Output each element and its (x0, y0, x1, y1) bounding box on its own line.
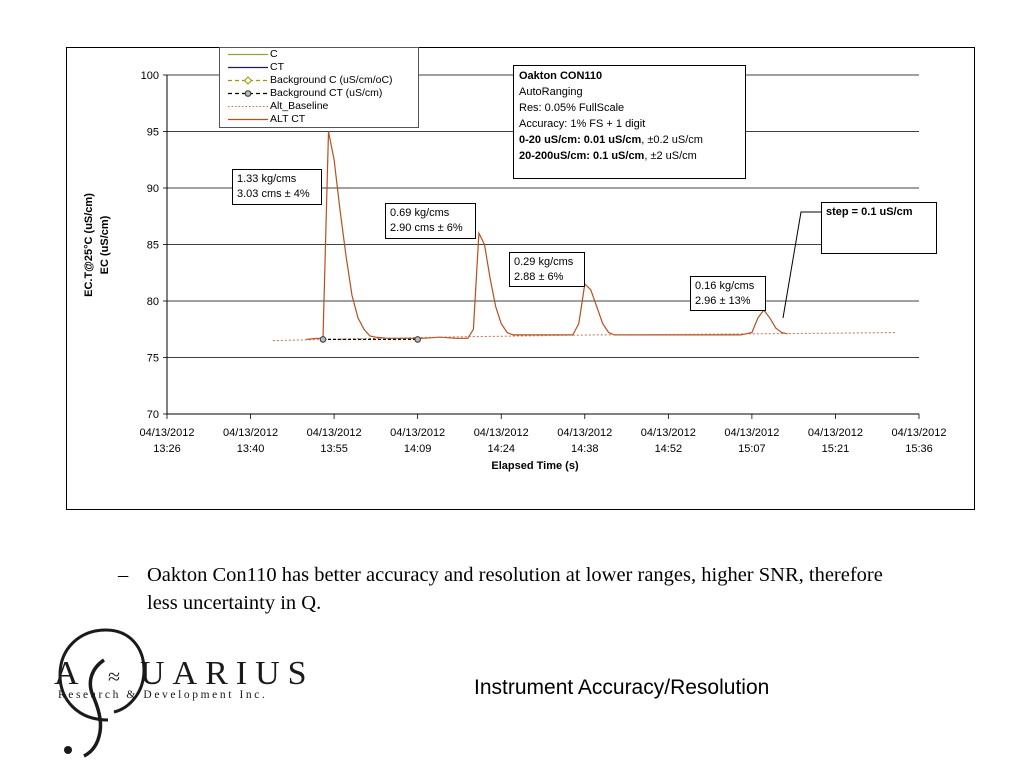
legend-label: Background C (uS/cm/oC) (270, 74, 393, 86)
x-axis-label: Elapsed Time (s) (491, 460, 579, 472)
logo-subtitle: Research & Development Inc. (58, 689, 267, 701)
aquarius-logo: A UARIUS Research & Development Inc. ≈ (54, 628, 315, 758)
info-box-range-high-rest: , ±2 uS/cm (644, 150, 697, 162)
series-alt-baseline (272, 332, 897, 342)
x-tick-label-time: 14:09 (404, 443, 432, 455)
x-tick-label-date: 04/13/2012 (641, 427, 696, 439)
logo-waves-icon: ≈ (108, 664, 120, 689)
step-annotation-connector (782, 211, 821, 319)
logo-letters: UARIUS (140, 655, 315, 692)
legend-symbol (228, 76, 268, 85)
bullet-dash: – (118, 564, 129, 586)
x-tick-label-date: 04/13/2012 (474, 427, 529, 439)
step-annotation-text: step = 0.1 uS/cm (826, 206, 913, 218)
bullet-body: Oakton Con110 has better accuracy and re… (147, 564, 883, 614)
x-tick-label-time: 14:52 (655, 443, 683, 455)
x-tick-label-time: 13:55 (320, 443, 348, 455)
peak-annotation-3-line-1: 0.29 kg/cms (514, 256, 574, 268)
peak-annotation-4-line-2: 2.96 ± 13% (695, 295, 751, 307)
peak-annotation-1-line-1: 1.33 kg/cms (237, 173, 297, 185)
peak-annotation-3: 0.29 kg/cms 2.88 ± 6% (509, 252, 585, 287)
x-tick-label-time: 13:40 (237, 443, 265, 455)
chart-plot: 70 75 80 85 90 95 100 04/13/2012 13:26 04/13/2012… (83, 70, 947, 472)
legend-symbol (228, 106, 268, 107)
y-tick-label: 75 (147, 353, 159, 365)
info-box-range-low-bold: 0-20 uS/cm: 0.01 uS/cm (519, 134, 642, 146)
x-tick-label-time: 15:21 (822, 443, 850, 455)
legend-entry: Background CT (uS/cm) (220, 87, 418, 100)
logo-letter-a: A (54, 655, 79, 692)
x-tick-label-time: 15:07 (738, 443, 766, 455)
chart-legend: C CT Background C (uS/cm/oC) Background CT … (219, 47, 419, 128)
peak-annotation-4: 0.16 kg/cms 2.96 ± 13% (690, 276, 766, 311)
legend-label: CT (270, 61, 284, 73)
peak-annotation-2-line-1: 0.69 kg/cms (390, 207, 450, 219)
y-tick-label: 70 (147, 409, 159, 421)
instrument-info-box: Oakton CON110 AutoRanging Res: 0.05% Ful… (513, 65, 746, 179)
info-box-range-low: 0-20 uS/cm: 0.01 uS/cm, ±0.2 uS/cm (519, 132, 740, 148)
y-axis-label: EC (uS/cm) (99, 215, 111, 274)
info-box-line-accuracy: Accuracy: 1% FS + 1 digit (519, 118, 646, 130)
peak-annotation-2: 0.69 kg/cms 2.90 cms ± 6% (385, 203, 476, 239)
info-box-range-high-bold: 20-200uS/cm: 0.1 uS/cm (519, 150, 645, 162)
x-tick-label-date: 04/13/2012 (390, 427, 445, 439)
chart-frame (66, 47, 975, 510)
peak-annotation-4-line-1: 0.16 kg/cms (695, 280, 755, 292)
y-axis-label: EC.T@25°C (uS/cm) (83, 193, 95, 297)
legend-entry: CT (220, 61, 418, 74)
info-box-range-high: 20-200uS/cm: 0.1 uS/cm, ±2 uS/cm (519, 148, 740, 164)
peak-annotation-3-line-2: 2.88 ± 6% (514, 271, 564, 283)
x-tick-label-date: 04/13/2012 (557, 427, 612, 439)
info-box-range-low-rest: , ±0.2 uS/cm (641, 134, 703, 146)
info-box-title: Oakton CON110 (519, 70, 603, 82)
x-tick-label-time: 14:38 (571, 443, 599, 455)
y-tick-label: 90 (147, 183, 159, 195)
x-tick-label-time: 15:36 (905, 443, 933, 455)
legend-symbol (228, 118, 268, 121)
legend-entry: Background C (uS/cm/oC) (220, 74, 418, 87)
legend-label: ALT CT (270, 113, 306, 125)
y-tick-label: 100 (141, 70, 159, 82)
legend-label: Alt_Baseline (270, 100, 329, 112)
slide-title: Instrument Accuracy/Resolution (474, 676, 770, 699)
bullet-point: – Oakton Con110 has better accuracy and … (118, 561, 918, 617)
x-tick-label-date: 04/13/2012 (139, 427, 194, 439)
info-box-line-autoranging: AutoRanging (519, 86, 583, 98)
x-tick-label-date: 04/13/2012 (223, 427, 278, 439)
y-tick-label: 80 (147, 296, 159, 308)
y-tick-label: 95 (147, 127, 159, 139)
x-tick-label-date: 04/13/2012 (307, 427, 362, 439)
info-box-line-resolution: Res: 0.05% FullScale (519, 102, 625, 114)
peak-annotation-2-line-2: 2.90 cms ± 6% (390, 222, 463, 234)
x-tick-label-date: 04/13/2012 (891, 427, 946, 439)
legend-label: C (270, 48, 278, 60)
legend-entry: C (220, 48, 418, 61)
legend-symbol (228, 90, 268, 97)
peak-annotation-1: 1.33 kg/cms 3.03 cms ± 4% (232, 169, 322, 205)
legend-entry: Alt_Baseline (220, 100, 418, 113)
background-ct-marker (319, 336, 327, 343)
x-tick-label-date: 04/13/2012 (808, 427, 863, 439)
legend-symbol (228, 66, 268, 69)
series-alt-ct (306, 131, 788, 340)
background-ct-marker (414, 336, 421, 343)
x-tick-label-date: 04/13/2012 (724, 427, 779, 439)
legend-entry: ALT CT (220, 113, 418, 126)
x-tick-label-time: 14:24 (487, 443, 515, 455)
x-tick-label-time: 13:26 (153, 443, 181, 455)
step-annotation: step = 0.1 uS/cm (821, 202, 937, 254)
legend-symbol (228, 53, 268, 56)
peak-annotation-1-line-2: 3.03 cms ± 4% (237, 188, 310, 200)
legend-label: Background CT (uS/cm) (270, 87, 383, 99)
y-tick-label: 85 (147, 240, 159, 252)
